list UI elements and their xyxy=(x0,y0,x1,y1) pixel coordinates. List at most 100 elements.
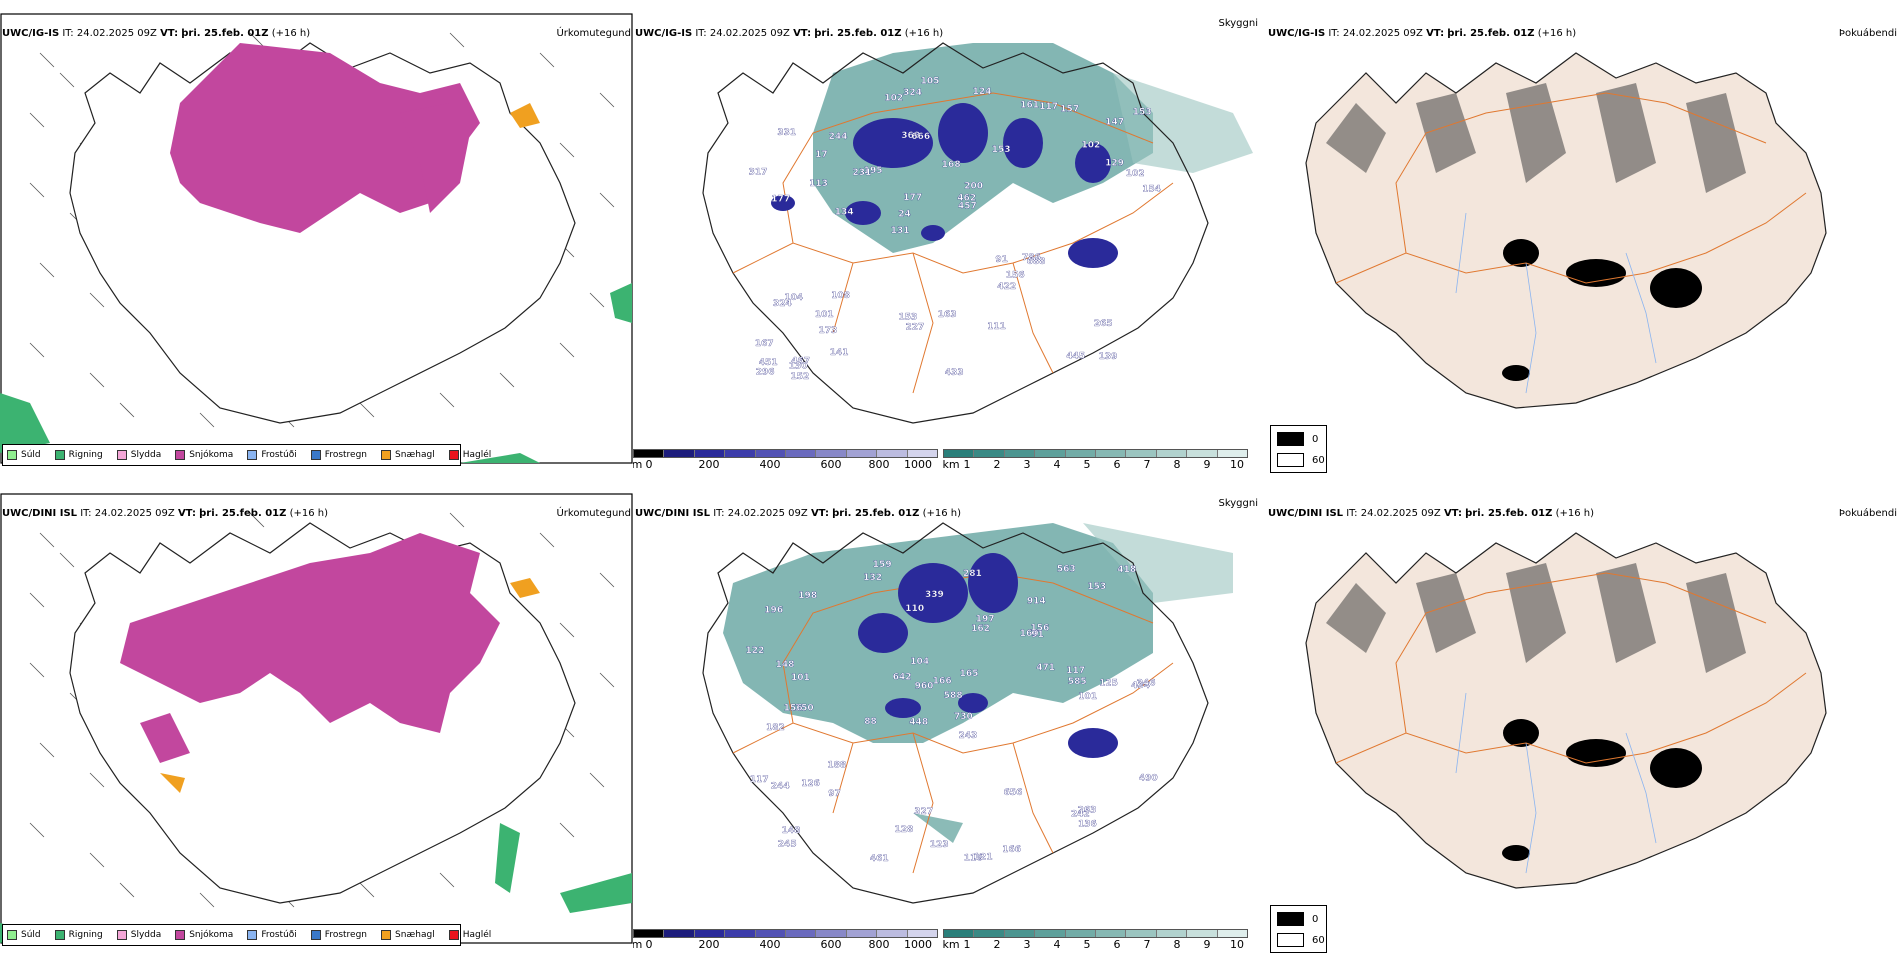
colorbar-tick: 1 xyxy=(963,938,971,951)
visibility-label: 177 xyxy=(771,194,790,204)
panel-title: Úrkomutegund xyxy=(556,508,631,519)
visibility-label: 445 xyxy=(1066,352,1085,362)
precip-type-panel-top: UWC/IG-IS IT: 24.02.2025 09Z VT: þri. 25… xyxy=(0,13,633,483)
legend-item: Snæhagl xyxy=(381,450,435,460)
fog-key-low: 0 xyxy=(1312,913,1319,925)
high-fog-spots xyxy=(1502,719,1702,861)
visibility-label: 102 xyxy=(1126,169,1145,179)
visibility-label: 369 xyxy=(901,131,920,141)
visibility-map-bottom: 159 914 434 448 243 150 196 160 182 162 588 245 132 8… xyxy=(702,522,1233,904)
colorbar-tick: 3 xyxy=(1023,938,1031,951)
visibility-label: 422 xyxy=(997,282,1016,292)
visibility-label: 156 xyxy=(1031,624,1050,634)
visibility-label: 121 xyxy=(974,853,993,863)
rivers xyxy=(1455,692,1657,874)
legend-item: Snæhagl xyxy=(381,930,435,940)
fog-panel-bottom: UWC/DINI ISL IT: 24.02.2025 09Z VT: þri.… xyxy=(1266,493,1899,963)
colorbar-tick: 7 xyxy=(1143,938,1151,951)
iceland-outline-top-mid xyxy=(702,42,1209,424)
rain-area-s xyxy=(460,453,540,463)
colorbar-m-ticks: m 0 200 400 600 800 1000 xyxy=(633,458,938,471)
visibility-label: 462 xyxy=(957,193,976,203)
lead-time: (+16 h) xyxy=(1555,508,1595,519)
vt-label: VT: xyxy=(1443,508,1462,519)
high-fog-spots xyxy=(1502,239,1702,381)
visibility-label: 117 xyxy=(1039,102,1058,112)
visibility-label: 148 xyxy=(776,660,795,670)
panel-title: Þokuábendi xyxy=(1838,28,1897,39)
panel-title: Skyggni xyxy=(1218,18,1258,29)
colorbar-tick: 2 xyxy=(993,458,1001,471)
colorbar-m-bar xyxy=(633,929,938,938)
visibility-label: 324 xyxy=(903,88,922,98)
vt-label: VT: xyxy=(160,28,179,39)
vis-area-ne xyxy=(1083,523,1233,603)
visibility-label: 116 xyxy=(964,854,983,864)
fog-map-top xyxy=(1305,52,1827,409)
visibility-label: 265 xyxy=(1094,319,1113,329)
legend-item: Frostúði xyxy=(247,450,297,460)
fog-key-high: 60 xyxy=(1312,934,1325,946)
fog-shading xyxy=(1326,83,1746,193)
it-value: 24.02.2025 09Z xyxy=(1342,28,1423,39)
colorbar-unit: m xyxy=(633,938,643,951)
visibility-label: 156 xyxy=(1006,270,1025,280)
colorbar-tick: 6 xyxy=(1113,458,1121,471)
visibility-label: 433 xyxy=(945,368,964,378)
colorbar-tick: 0 xyxy=(645,938,653,951)
visibility-label: 153 xyxy=(1133,107,1152,117)
visibility-label: 117 xyxy=(1066,666,1085,676)
visibility-panel-top: 139 177 147 131 153 467 369 168 104 195 167 173 666 2… xyxy=(633,13,1266,483)
visibility-label: 177 xyxy=(903,193,922,203)
visibility-label: 166 xyxy=(1002,845,1021,855)
colorbar-tick: 400 xyxy=(759,938,781,951)
lead-time: (+16 h) xyxy=(904,28,944,39)
visibility-label: 688 xyxy=(1027,257,1046,267)
visibility-label: 104 xyxy=(784,293,803,303)
vt-label: VT: xyxy=(177,508,196,519)
visibility-label: 159 xyxy=(873,560,892,570)
visibility-label: 111 xyxy=(987,322,1006,332)
it-label: IT: xyxy=(62,28,74,39)
panel-header: UWC/IG-IS IT: 24.02.2025 09Z VT: þri. 25… xyxy=(635,28,943,39)
visibility-label: 324 xyxy=(773,299,792,309)
colorbar-tick: 4 xyxy=(1053,458,1061,471)
precip-type-map-bottom xyxy=(0,493,633,944)
visibility-label: 471 xyxy=(1036,663,1055,673)
visibility-label: 148 xyxy=(782,826,801,836)
visibility-label: 188 xyxy=(827,761,846,771)
vt-label: VT: xyxy=(810,508,829,519)
visibility-label: 91 xyxy=(1031,630,1044,640)
visibility-label: 91 xyxy=(995,255,1008,265)
very-low-vis-areas xyxy=(771,103,1118,268)
colorbar-km-ticks: km 1 2 3 4 5 6 7 8 9 10 xyxy=(942,938,1248,951)
colorbar-tick: 5 xyxy=(1083,938,1091,951)
visibility-label: 97 xyxy=(828,789,841,799)
colorbar-tick: 4 xyxy=(1053,938,1061,951)
visibility-label: 563 xyxy=(1057,565,1076,575)
it-value: 24.02.2025 09Z xyxy=(727,508,808,519)
visibility-label: 130 xyxy=(789,361,808,371)
visibility-label: 434 xyxy=(1131,681,1150,691)
vis-area-ne xyxy=(1113,73,1253,173)
it-value: 24.02.2025 09Z xyxy=(1360,508,1441,519)
colorbar-tick: 600 xyxy=(820,458,842,471)
vt-label: VT: xyxy=(1426,28,1445,39)
lead-time: (+16 h) xyxy=(289,508,329,519)
visibility-label: 198 xyxy=(798,591,817,601)
visibility-label: 418 xyxy=(1117,565,1136,575)
rivers xyxy=(1455,212,1657,394)
visibility-label: 730 xyxy=(954,712,973,722)
precip-legend: Súld Rigning Slydda Snjókoma Frostúði Fr… xyxy=(2,444,491,466)
visibility-label: 102 xyxy=(1082,140,1101,150)
model-name: UWC/IG-IS xyxy=(635,28,693,39)
panel-header: UWC/IG-IS IT: 24.02.2025 09Z VT: þri. 25… xyxy=(2,28,310,39)
visibility-label: 153 xyxy=(1087,582,1106,592)
visibility-label: 24 xyxy=(898,210,911,220)
visibility-label: 108 xyxy=(831,291,850,301)
visibility-label: 786 xyxy=(1022,253,1041,263)
visibility-label: 88 xyxy=(864,717,877,727)
colorbar-tick: 600 xyxy=(820,938,842,951)
visibility-label: 245 xyxy=(778,840,797,850)
low-vis-teal-area xyxy=(723,523,1153,743)
